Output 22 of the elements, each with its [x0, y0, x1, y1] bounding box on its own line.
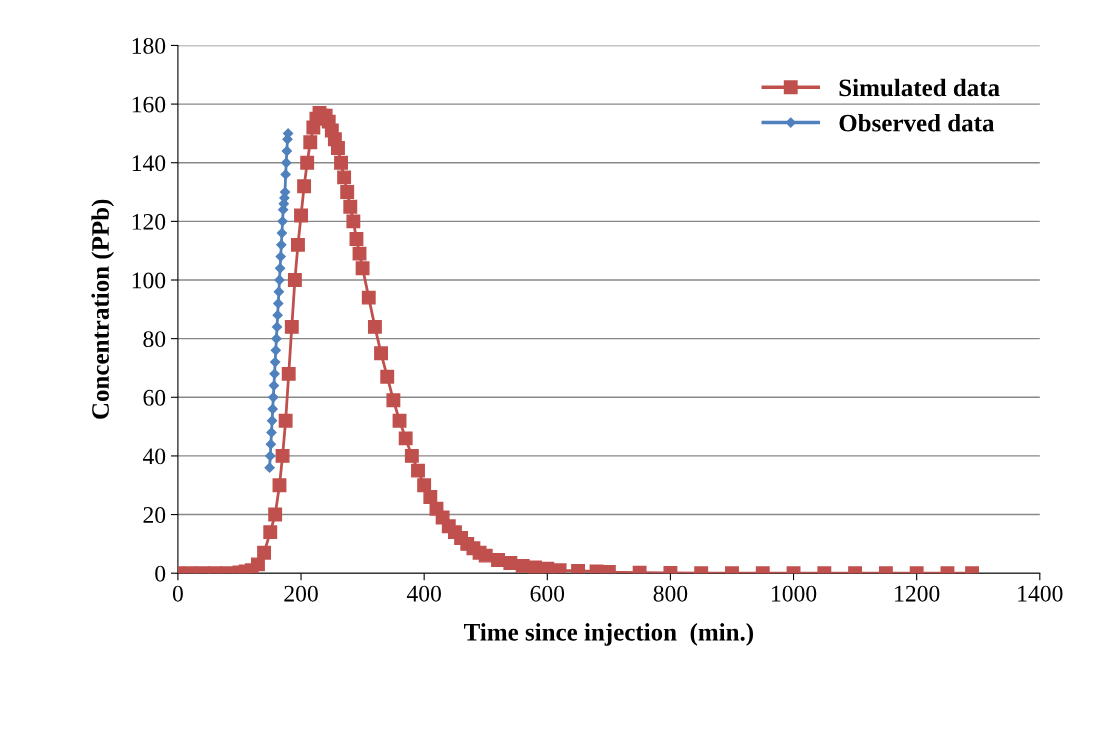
x-tick-label: 1000 — [772, 585, 817, 602]
y-tick-label: 160 — [132, 96, 166, 113]
y-tick-label: 100 — [132, 272, 166, 289]
x-tick-label: 200 — [284, 585, 318, 602]
x-tick-label: 1400 — [1018, 585, 1063, 602]
y-tick-label: 0 — [155, 565, 166, 582]
x-tick-label: 800 — [653, 585, 688, 602]
y-tick-label: 80 — [143, 331, 166, 348]
x-tick-label: 1200 — [895, 585, 940, 602]
x-tick-label: 400 — [406, 585, 441, 602]
y-tick-label: 120 — [132, 213, 166, 230]
y-tick-label: 40 — [142, 448, 166, 465]
x-tick-label: 600 — [530, 585, 565, 602]
y-tick-label: 60 — [143, 389, 166, 406]
x-tick-label: 0 — [172, 585, 183, 602]
legend-label: Observed data — [839, 113, 995, 132]
y-tick-label: 180 — [132, 37, 166, 54]
x-axis-title: Time since injection (min.) — [464, 623, 753, 646]
y-axis-title: Concentration (PPb) — [91, 199, 115, 419]
y-tick-label: 20 — [143, 507, 166, 523]
y-tick-label: 140 — [132, 155, 166, 172]
legend-label: Simulated data — [839, 78, 1000, 97]
